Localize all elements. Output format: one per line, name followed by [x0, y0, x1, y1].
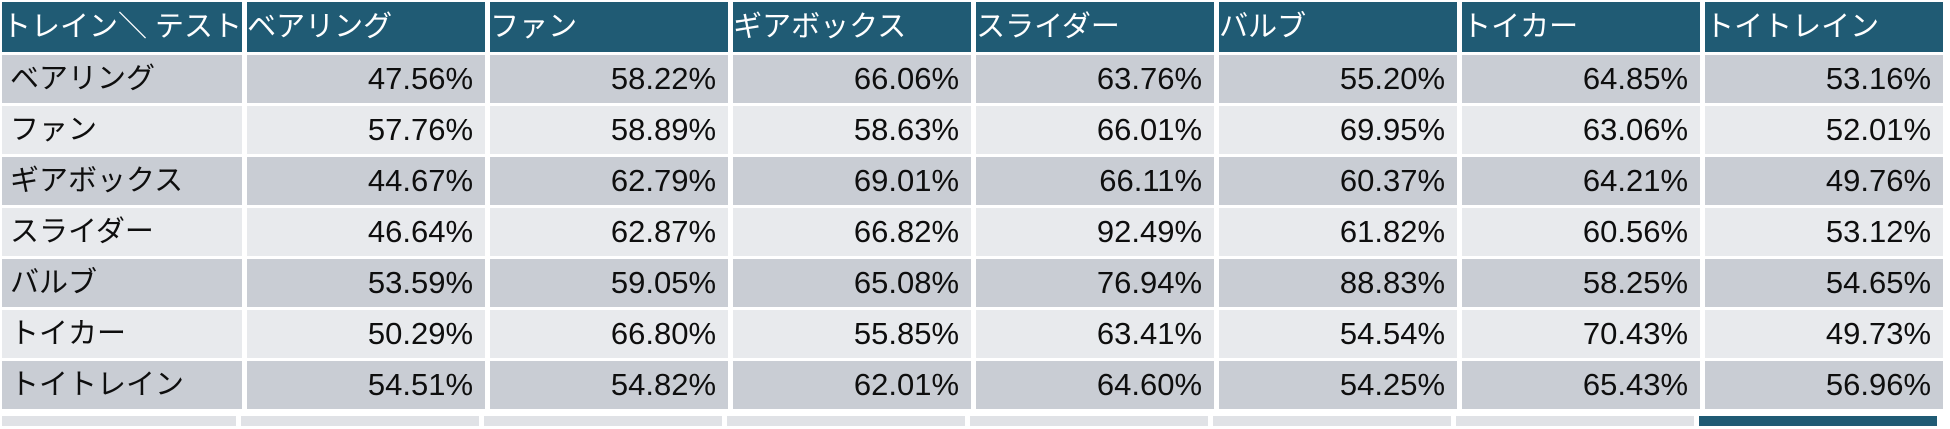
- value-cell: 60.37%: [1219, 157, 1458, 205]
- value-cell: 60.56%: [1462, 208, 1701, 256]
- value-cell: 53.59%: [247, 259, 486, 307]
- value-cell: 58.63%: [733, 106, 972, 154]
- value-cell: 92.49%: [976, 208, 1215, 256]
- value-cell: 49.73%: [1705, 310, 1944, 358]
- value-cell: 52.01%: [1705, 106, 1944, 154]
- value-cell: 66.80%: [490, 310, 729, 358]
- value-cell: 46.64%: [247, 208, 486, 256]
- value-cell: 76.94%: [976, 259, 1215, 307]
- value-cell: 47.56%: [247, 55, 486, 103]
- value-cell: 64.60%: [976, 361, 1215, 409]
- column-header: スライダー: [976, 2, 1215, 52]
- value-cell: 53.12%: [1705, 208, 1944, 256]
- table-row: トイカー 50.29% 66.80% 55.85% 63.41% 54.54% 70.43%…: [2, 310, 1944, 358]
- cropped-gray-row-sliver: [970, 416, 1208, 426]
- table-row: トイトレイン 54.51% 54.82% 62.01% 64.60% 54.25% 65.4…: [2, 361, 1944, 409]
- value-cell: 70.43%: [1462, 310, 1701, 358]
- row-header: トイカー: [2, 310, 243, 358]
- column-header: バルブ: [1219, 2, 1458, 52]
- value-cell: 54.54%: [1219, 310, 1458, 358]
- value-cell: 57.76%: [247, 106, 486, 154]
- value-cell: 66.06%: [733, 55, 972, 103]
- value-cell: 61.82%: [1219, 208, 1458, 256]
- value-cell: 64.21%: [1462, 157, 1701, 205]
- row-header: ベアリング: [2, 55, 243, 103]
- value-cell: 49.76%: [1705, 157, 1944, 205]
- value-cell: 59.05%: [490, 259, 729, 307]
- header-row: トレイン＼ テスト ベアリング ファン ギアボックス スライダー バルブ トイカー トイトレ…: [2, 2, 1944, 52]
- column-header: ギアボックス: [733, 2, 972, 52]
- value-cell: 56.96%: [1705, 361, 1944, 409]
- value-cell: 64.85%: [1462, 55, 1701, 103]
- value-cell: 66.82%: [733, 208, 972, 256]
- column-header: ファン: [490, 2, 729, 52]
- table-row: バルブ 53.59% 59.05% 65.08% 76.94% 88.83% 58.25% 5…: [2, 259, 1944, 307]
- cropped-gray-row-sliver: [484, 416, 722, 426]
- cropped-gray-row-sliver: [1213, 416, 1451, 426]
- table-body: ベアリング 47.56% 58.22% 66.06% 63.76% 55.20% 64.85…: [2, 55, 1944, 409]
- value-cell: 62.87%: [490, 208, 729, 256]
- table-row: ギアボックス 44.67% 62.79% 69.01% 66.11% 60.37% 64.2…: [2, 157, 1944, 205]
- value-cell: 63.41%: [976, 310, 1215, 358]
- row-header: スライダー: [2, 208, 243, 256]
- value-cell: 55.85%: [733, 310, 972, 358]
- value-cell: 62.79%: [490, 157, 729, 205]
- value-cell: 54.65%: [1705, 259, 1944, 307]
- value-cell: 69.95%: [1219, 106, 1458, 154]
- cropped-gray-row-sliver: [1456, 416, 1694, 426]
- value-cell: 88.83%: [1219, 259, 1458, 307]
- value-cell: 58.89%: [490, 106, 729, 154]
- cropped-next-row-sliver: [2, 416, 1937, 426]
- value-cell: 50.29%: [247, 310, 486, 358]
- value-cell: 58.22%: [490, 55, 729, 103]
- value-cell: 55.20%: [1219, 55, 1458, 103]
- value-cell: 62.01%: [733, 361, 972, 409]
- value-cell: 65.43%: [1462, 361, 1701, 409]
- table-row: スライダー 46.64% 62.87% 66.82% 92.49% 61.82% 60.56…: [2, 208, 1944, 256]
- value-cell: 66.11%: [976, 157, 1215, 205]
- column-header: トイトレイン: [1705, 2, 1944, 52]
- value-cell: 69.01%: [733, 157, 972, 205]
- value-cell: 58.25%: [1462, 259, 1701, 307]
- train-test-matrix-table: トレイン＼ テスト ベアリング ファン ギアボックス スライダー バルブ トイカー トイトレ…: [2, 2, 1944, 409]
- value-cell: 54.82%: [490, 361, 729, 409]
- column-header: トイカー: [1462, 2, 1701, 52]
- value-cell: 54.51%: [247, 361, 486, 409]
- value-cell: 63.06%: [1462, 106, 1701, 154]
- corner-header-cell: トレイン＼ テスト: [2, 2, 243, 52]
- value-cell: 53.16%: [1705, 55, 1944, 103]
- row-header: バルブ: [2, 259, 243, 307]
- row-header: トイトレイン: [2, 361, 243, 409]
- cropped-gray-row-sliver: [727, 416, 965, 426]
- cropped-blue-header-sliver: [1699, 416, 1937, 426]
- row-header: ファン: [2, 106, 243, 154]
- table-row: ファン 57.76% 58.89% 58.63% 66.01% 69.95% 63.06% 5…: [2, 106, 1944, 154]
- cropped-gray-row-sliver: [241, 416, 479, 426]
- column-header: ベアリング: [247, 2, 486, 52]
- cropped-gray-row-sliver: [2, 416, 236, 426]
- row-header: ギアボックス: [2, 157, 243, 205]
- value-cell: 65.08%: [733, 259, 972, 307]
- value-cell: 66.01%: [976, 106, 1215, 154]
- value-cell: 54.25%: [1219, 361, 1458, 409]
- value-cell: 44.67%: [247, 157, 486, 205]
- table-row: ベアリング 47.56% 58.22% 66.06% 63.76% 55.20% 64.85…: [2, 55, 1944, 103]
- value-cell: 63.76%: [976, 55, 1215, 103]
